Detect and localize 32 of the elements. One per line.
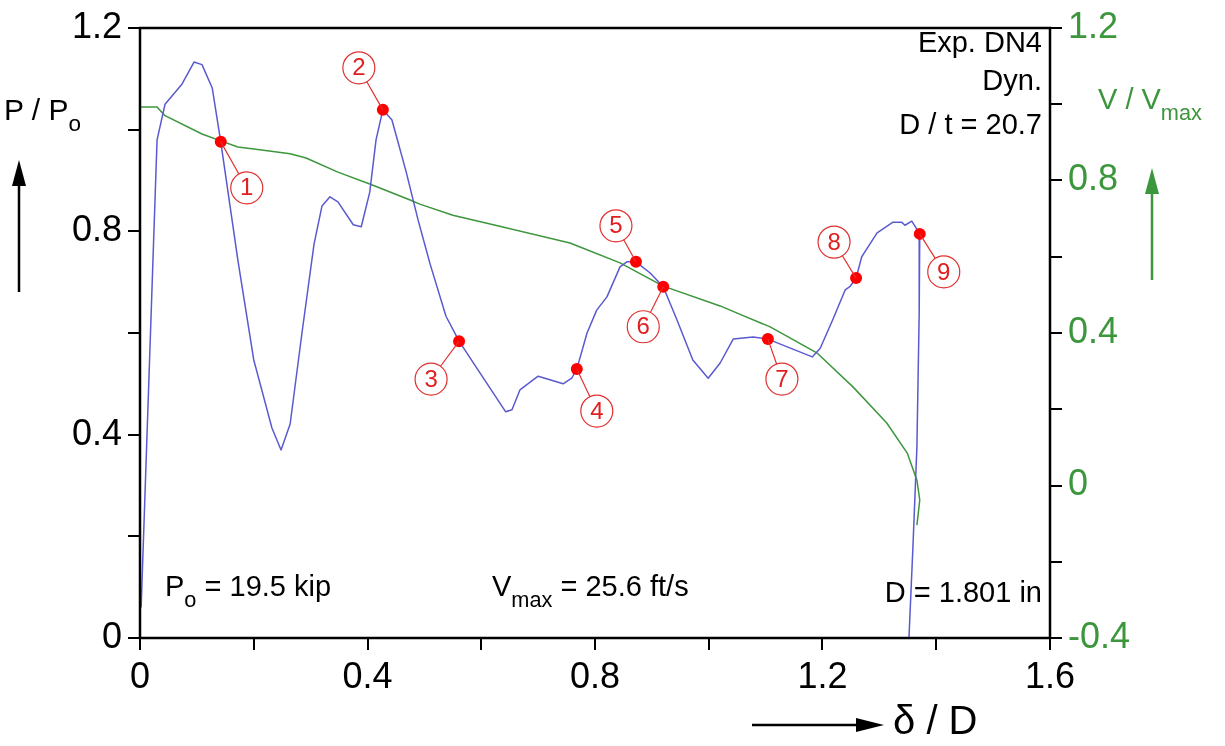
y-tick-label: 0.8 (71, 208, 122, 250)
annotation: 9 (937, 257, 951, 285)
annotation: P$_{o}$ = 19.5 kip (165, 570, 332, 612)
annotation: 5 (609, 211, 623, 239)
annotation: 2 (352, 53, 366, 81)
x-tick-label: 1.6 (1024, 654, 1076, 696)
x-tick-label: 0.8 (569, 654, 621, 696)
y2-axis-title: V / V$_{max}$ (1098, 83, 1202, 125)
y2-tick-label: 0 (1068, 462, 1089, 504)
y-tick-label: 0.4 (71, 411, 122, 453)
y2-tick-label: 1.2 (1068, 4, 1119, 46)
y-axis-title: P / P$_{o}$ (4, 93, 81, 137)
annotation: Dyn. (982, 64, 1042, 96)
y2-tick-label: -0.4 (1068, 614, 1131, 656)
annotation: Exp. DN4 (917, 26, 1042, 58)
annotation: V$_{max}$ = 25.6 ft/s (492, 570, 689, 612)
x-tick-label: 0.4 (342, 654, 393, 696)
annotation: 4 (590, 396, 604, 424)
y-tick-label: 0 (101, 614, 122, 656)
annotation: 8 (827, 227, 841, 255)
y2-tick-label: 0.8 (1068, 157, 1119, 199)
annotation: 7 (775, 364, 789, 392)
x-tick-label: 1.2 (797, 654, 848, 696)
x-tick-label: 0 (129, 654, 151, 696)
y2-tick-label: 0.4 (1068, 309, 1119, 351)
annotation: 3 (424, 364, 438, 392)
x-axis-title: δ / D (893, 698, 978, 742)
annotation: D = 1.801 in (884, 576, 1042, 608)
y-tick-label: 1.2 (71, 4, 122, 46)
annotation: D / t = 20.7 (899, 108, 1042, 140)
annotation: 6 (636, 312, 650, 340)
annotation: 1 (240, 173, 254, 201)
